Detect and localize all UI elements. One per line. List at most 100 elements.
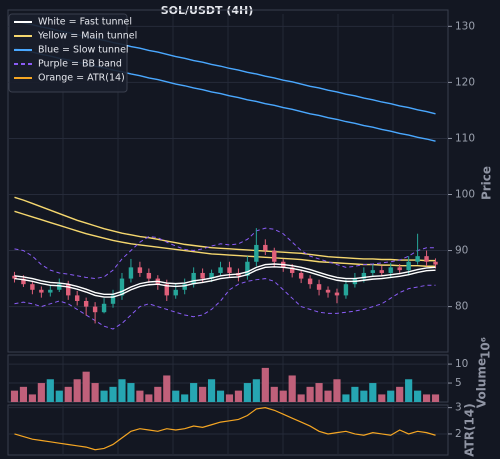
candle-body	[128, 267, 134, 279]
candle-body	[397, 267, 402, 271]
volume-bar	[405, 379, 413, 402]
volume-bar	[378, 394, 386, 402]
volume-bar	[243, 383, 251, 402]
candle-body	[48, 289, 53, 293]
volume-bar	[127, 383, 135, 402]
y-tick-label: 80	[455, 301, 468, 313]
candle-body	[433, 261, 438, 265]
volume-bar	[46, 379, 54, 402]
candle-body	[334, 292, 340, 296]
volume-bar	[190, 383, 198, 402]
volume-bar	[252, 379, 260, 402]
volume-bar	[216, 390, 225, 402]
volume-bar	[172, 390, 180, 402]
volume-bar	[73, 379, 81, 402]
candle-body	[39, 289, 44, 293]
candle-body	[424, 256, 429, 262]
volume-bar	[333, 379, 341, 402]
volume-bar	[414, 390, 422, 402]
candle-body	[164, 284, 169, 296]
y-tick-label: 10	[455, 358, 468, 370]
legend-label: Orange = ATR(14)	[38, 73, 125, 84]
volume-bar	[37, 383, 45, 402]
volume-bar	[118, 379, 126, 402]
candle-body	[361, 272, 367, 279]
volume-bar	[145, 394, 153, 402]
candle-body	[137, 267, 143, 273]
volume-bar	[324, 390, 332, 402]
volume-bar	[163, 375, 171, 402]
y-tick-label: 2	[455, 428, 462, 440]
overlay-line	[14, 263, 436, 295]
overlay-line	[14, 196, 436, 262]
candle-body	[101, 303, 107, 313]
y-tick-label: 110	[455, 132, 475, 144]
candle-body	[316, 284, 322, 290]
y-axis-label: ATR(14)	[463, 403, 477, 456]
volume-bar	[109, 386, 117, 402]
volume-bar	[10, 390, 19, 402]
y-tick-label: 90	[455, 245, 468, 257]
y-tick-label: 5	[455, 377, 462, 389]
legend-label: Blue = Slow tunnel	[38, 45, 129, 56]
volume-bar	[199, 386, 207, 402]
volume-bar	[351, 386, 359, 402]
volume-bar	[136, 390, 144, 402]
candle-body	[66, 284, 71, 296]
candle-body	[110, 295, 116, 304]
candle-body	[21, 278, 26, 285]
volume-bar	[154, 386, 162, 402]
overlay-line	[14, 266, 436, 298]
candle-body	[325, 289, 331, 293]
candle-body	[379, 270, 384, 273]
y-tick-label: 100	[455, 188, 475, 200]
candle-body	[146, 272, 152, 279]
volume-bar	[82, 371, 90, 402]
overlay-line	[14, 278, 436, 330]
candle-body	[74, 295, 80, 301]
legend: White = Fast tunnel Yellow = Main tunnel B…	[8, 13, 137, 93]
volume-bar	[207, 379, 216, 402]
candle-body	[307, 278, 313, 285]
atr-line	[14, 407, 436, 451]
volume-bar	[369, 383, 377, 402]
axis-scale-label: 10⁶	[479, 337, 493, 359]
candle-body	[200, 272, 205, 279]
candle-body	[12, 275, 17, 279]
y-tick-label: 3	[455, 402, 462, 414]
legend-label: White = Fast tunnel	[38, 17, 132, 28]
candle-body	[245, 261, 250, 276]
volume-bar	[55, 390, 63, 402]
volume-bar	[100, 390, 108, 402]
candle-body	[227, 267, 232, 273]
candle-body	[263, 244, 268, 251]
volume-bar	[422, 394, 431, 402]
candle-body	[406, 261, 411, 271]
volume-bar	[360, 390, 368, 402]
volume-bar	[396, 386, 404, 402]
overlay-line	[14, 227, 436, 280]
candle-body	[218, 267, 223, 273]
legend-box	[8, 13, 128, 93]
volume-bar	[225, 394, 234, 402]
volume-bar	[234, 390, 243, 402]
candle-body	[254, 244, 259, 262]
volume-bar	[261, 367, 269, 402]
volume-bar	[306, 386, 314, 402]
y-tick-label: 130	[455, 20, 475, 32]
volume-bar	[64, 386, 72, 402]
volume-bar	[279, 390, 287, 402]
candle-body	[298, 272, 304, 279]
candle-body	[370, 270, 376, 273]
volume-bar	[270, 386, 278, 402]
volume-bar	[297, 394, 305, 402]
volume-bar	[91, 383, 99, 402]
candle-body	[182, 284, 187, 290]
volume-bar	[315, 383, 323, 402]
candle-body	[92, 306, 98, 313]
y-axis-label: Price	[480, 166, 494, 200]
candle-body	[289, 267, 295, 273]
candle-body	[209, 272, 214, 279]
legend-label: Yellow = Main tunnel	[37, 31, 137, 42]
